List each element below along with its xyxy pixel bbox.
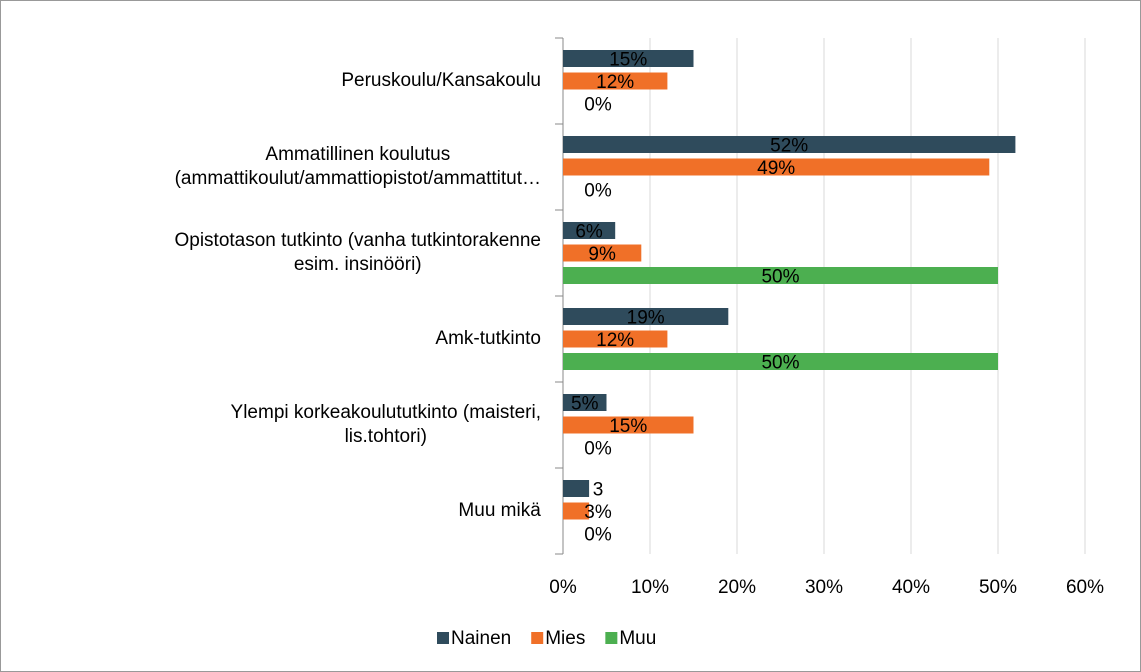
data-label: 0% (584, 181, 612, 202)
data-label: 50% (761, 353, 799, 374)
legend-label: Muu (619, 628, 656, 649)
data-label: 12% (596, 330, 634, 351)
bar (563, 480, 590, 497)
x-tick-label: 0% (549, 577, 577, 598)
data-label: 0% (584, 439, 612, 460)
data-label: 49% (757, 158, 795, 179)
data-label: 15% (609, 50, 647, 71)
data-label: 6% (575, 222, 603, 243)
data-label: 12% (596, 72, 634, 93)
y-tick-label: Muu mikä (458, 500, 541, 521)
y-tick-label: Amk-tutkinto (435, 328, 541, 349)
data-label: 9% (588, 244, 616, 265)
bar (563, 330, 668, 348)
data-label: 3% (584, 502, 612, 523)
y-tick-label: Ylempi korkeakoulututkinto (maisteri, lis… (231, 402, 541, 447)
y-tick-label: Ammatillinen koulutus (ammattikoulut/amma… (175, 144, 541, 189)
legend-label: Nainen (451, 628, 511, 649)
bar (563, 394, 607, 411)
data-label: 50% (761, 267, 799, 288)
legend-swatch (605, 632, 618, 644)
legend-swatch (437, 632, 449, 644)
bar (563, 136, 1016, 153)
legend-label: Mies (545, 628, 585, 649)
data-label: 0% (584, 525, 612, 546)
data-label: 3 (593, 480, 604, 501)
bar (563, 353, 998, 370)
x-tick-label: 10% (631, 577, 669, 598)
x-tick-label: 60% (1066, 577, 1104, 598)
bar (563, 50, 694, 67)
data-label: 0% (584, 95, 612, 116)
legend-swatch (531, 632, 544, 644)
x-tick-label: 20% (718, 577, 756, 598)
data-label: 5% (571, 394, 599, 415)
data-label: 19% (627, 308, 665, 329)
bar (563, 308, 729, 325)
bar (563, 72, 668, 90)
y-tick-label: Peruskoulu/Kansakoulu (341, 70, 541, 91)
x-tick-label: 40% (892, 577, 930, 598)
bar (563, 244, 642, 262)
x-tick-label: 50% (979, 577, 1017, 598)
y-tick-label: Opistotason tutkinto (vanha tutkintorake… (174, 230, 541, 275)
bar (563, 158, 990, 176)
data-label: 52% (770, 136, 808, 157)
bar (563, 267, 998, 284)
bar (563, 502, 590, 520)
bar (563, 416, 694, 434)
x-tick-label: 30% (805, 577, 843, 598)
data-label: 15% (609, 416, 647, 437)
bar (563, 222, 616, 239)
